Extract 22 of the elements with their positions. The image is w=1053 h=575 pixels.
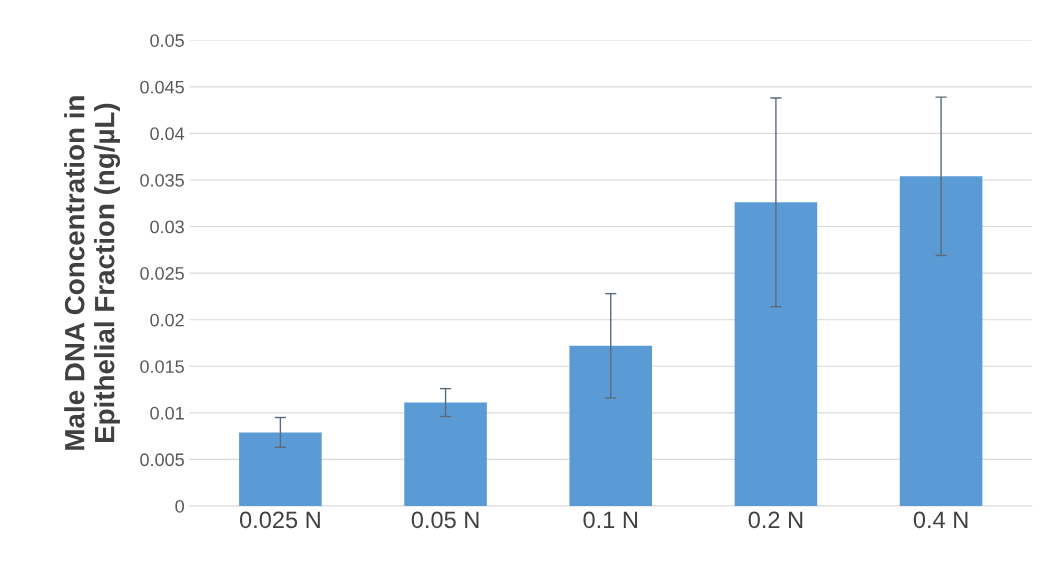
x-tick-label: 0.1 N xyxy=(583,511,638,529)
bar xyxy=(734,202,818,506)
y-tick-label: 0.01 xyxy=(150,406,184,420)
y-tick-label: 0 xyxy=(175,499,184,513)
y-tick-label: 0.02 xyxy=(150,313,184,327)
y-tick-label: 0.03 xyxy=(150,220,184,234)
y-tick-label: 0.005 xyxy=(140,453,184,467)
x-tick-label: 0.05 N xyxy=(411,511,479,529)
y-tick-label: 0.015 xyxy=(140,360,184,373)
bar xyxy=(404,402,487,506)
y-tick-label: 0.05 xyxy=(150,34,184,47)
x-tick-label: 0.025 N xyxy=(239,511,320,529)
x-tick-label: 0.4 N xyxy=(913,511,968,529)
y-tick-label: 0.035 xyxy=(140,173,184,187)
y-tick-label: 0.04 xyxy=(150,127,185,141)
y-axis-title: Male DNA Concentration in Epithelial Fraction (ng/µL) xyxy=(64,96,121,450)
y-tick-label: 0.045 xyxy=(140,80,184,94)
y-tick-label: 0.025 xyxy=(140,267,184,280)
bar xyxy=(569,345,653,506)
bar xyxy=(239,432,322,506)
bar xyxy=(899,176,983,506)
x-tick-label: 0.2 N xyxy=(748,511,803,529)
